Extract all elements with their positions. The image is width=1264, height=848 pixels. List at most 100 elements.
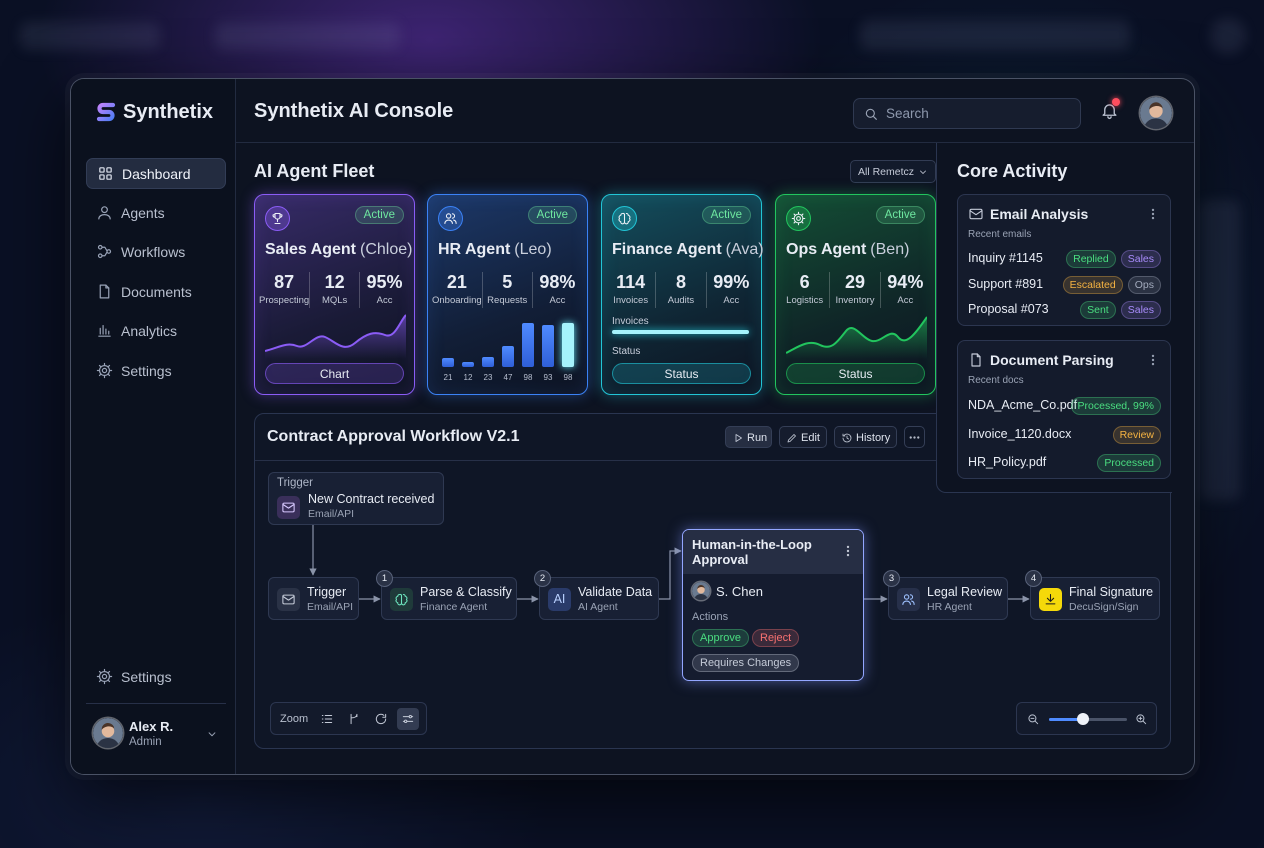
connectors: [309, 525, 1030, 603]
status-pill: Escalated: [1062, 275, 1123, 294]
gear-icon-part: [791, 211, 806, 226]
tool-button[interactable]: [343, 708, 365, 730]
nav-label: Workflows: [121, 244, 186, 260]
nav-item[interactable]: Agents: [86, 198, 226, 229]
approval-node[interactable]: Human-in-the-Loop Approval S. Chen Actions…: [682, 529, 864, 681]
card-button[interactable]: Status: [786, 363, 925, 384]
workflow-step[interactable]: Legal Review HR Agent 3: [883, 570, 1008, 620]
avatar: [93, 718, 123, 748]
documents-card: Document Parsing Recent docs NDA_Acme_Co.p…: [957, 340, 1171, 479]
bg-blur: [20, 22, 160, 50]
nav-item[interactable]: Dashboard: [86, 158, 226, 189]
nav-item[interactable]: Documents: [86, 277, 226, 308]
tool-button[interactable]: [370, 708, 392, 730]
nav-item[interactable]: Settings: [86, 661, 226, 692]
card-button[interactable]: Chart: [265, 363, 404, 384]
avatar-part: [1144, 118, 1168, 129]
play-icon-part: [735, 434, 742, 442]
list-icon-part: [321, 715, 333, 723]
doc-icon-part: [971, 353, 981, 367]
search-icon-part: [873, 116, 877, 120]
stat-label: Acc: [549, 295, 566, 306]
workflow-action[interactable]: Run: [725, 426, 772, 448]
stat-value: 21: [446, 272, 467, 292]
workflow-action[interactable]: Edit: [779, 426, 827, 448]
bar: [442, 357, 454, 367]
mail-icon: [282, 594, 295, 605]
tool-button[interactable]: [397, 708, 419, 730]
gear-icon-part: [796, 216, 801, 221]
agent-card[interactable]: Active Ops Agent (Ben) 6 Logistics 29 Inventor…: [775, 194, 936, 395]
card-button[interactable]: Status: [612, 363, 751, 384]
stat-label: Inventory: [835, 295, 875, 306]
workflow-action[interactable]: History: [834, 426, 897, 448]
search-box[interactable]: Search: [853, 98, 1081, 129]
nav-label: Settings: [121, 669, 172, 685]
bg-blur: [215, 22, 400, 50]
status-label: Status: [612, 346, 641, 357]
agent-card[interactable]: Active Finance Agent (Ava) 114 Invoices 8 Audi…: [601, 194, 764, 395]
card-title: Email Analysis: [990, 206, 1089, 222]
flow-icon: [97, 244, 112, 259]
zplus-icon-part: [1136, 714, 1145, 723]
dots-icon-part: [1151, 208, 1155, 212]
assignee: S. Chen: [716, 584, 763, 599]
gear-icon-part: [101, 367, 108, 373]
brain-icon: [395, 593, 408, 606]
hdots-icon: [909, 436, 920, 439]
bar-label: 93: [543, 373, 553, 382]
agent-card[interactable]: Active Sales Agent (Chloe) 87 Prospecting 12 M…: [254, 194, 415, 395]
stat-label: Acc: [376, 295, 393, 306]
stat-label: Acc: [723, 295, 740, 306]
status-pill[interactable]: Reject: [752, 629, 800, 647]
stat: 99% Acc: [705, 272, 756, 308]
nav-item[interactable]: Settings: [86, 356, 226, 387]
download-icon-part: [1045, 593, 1056, 605]
email-name: Proposal #073: [968, 302, 1049, 316]
node-icon: [1039, 588, 1062, 611]
zoom-toolbar: Zoom: [270, 702, 427, 735]
agent-person: (Leo): [514, 241, 552, 258]
notifications[interactable]: [1100, 98, 1120, 121]
zoom-slider[interactable]: [1016, 702, 1157, 735]
status-pill: Sent: [1080, 301, 1116, 319]
tool-button[interactable]: [316, 708, 338, 730]
workflow-step[interactable]: Trigger Email/API: [268, 577, 359, 620]
avatar-part: [101, 722, 115, 730]
stat-label: Acc: [897, 295, 914, 306]
nav-label: Dashboard: [122, 166, 191, 182]
status-pill[interactable]: Requires Changes: [692, 654, 800, 672]
more-button[interactable]: [904, 426, 925, 448]
gear-icon: [96, 668, 113, 685]
agent-card[interactable]: Active HR Agent (Leo) 21 Onboarding 5 Requests…: [427, 194, 588, 395]
status-pill[interactable]: Approve: [692, 629, 749, 647]
workflow-step[interactable]: Final Signature DecuSign/Sign 4: [1025, 570, 1160, 620]
agent-icon: [786, 206, 811, 231]
chev-icon-part: [920, 170, 926, 174]
filter-dropdown[interactable]: All Remetcz: [850, 160, 936, 183]
nav-item[interactable]: Workflows: [86, 237, 226, 268]
sidebar: Synthetix Dashboard Agents Workflows Documen…: [71, 79, 236, 774]
search-icon-part: [865, 108, 875, 118]
grid-icon-part: [106, 174, 112, 180]
trigger-node[interactable]: Trigger New Contract received Email/API: [268, 472, 444, 525]
status-pill: Review: [1112, 425, 1161, 444]
step-number: 3: [883, 570, 900, 587]
doc-icon-part: [105, 284, 110, 289]
flow-icon-part: [106, 249, 112, 254]
zplus-icon-part: [1138, 716, 1147, 725]
status-pill: Sales: [1120, 301, 1161, 319]
status-pill: Active: [701, 206, 751, 224]
user-icon: [98, 205, 111, 219]
email-tags: Sent Sales: [1080, 301, 1161, 319]
mail-icon-part: [282, 595, 295, 601]
workflow-step[interactable]: Parse & Classify Finance Agent 1: [376, 570, 517, 620]
pencil-icon-part: [787, 434, 796, 443]
workflow-step[interactable]: AI Validate Data AI Agent 2: [534, 570, 659, 620]
stat-label: Invoices: [613, 295, 649, 306]
nav-item[interactable]: Analytics: [86, 316, 226, 347]
stats-row: 87 Prospecting 12 MQLs 95% Acc: [259, 272, 409, 308]
trophy-icon-part: [274, 212, 281, 220]
agent-person: (Ava): [725, 241, 764, 258]
stat-label: Logistics: [786, 295, 824, 306]
